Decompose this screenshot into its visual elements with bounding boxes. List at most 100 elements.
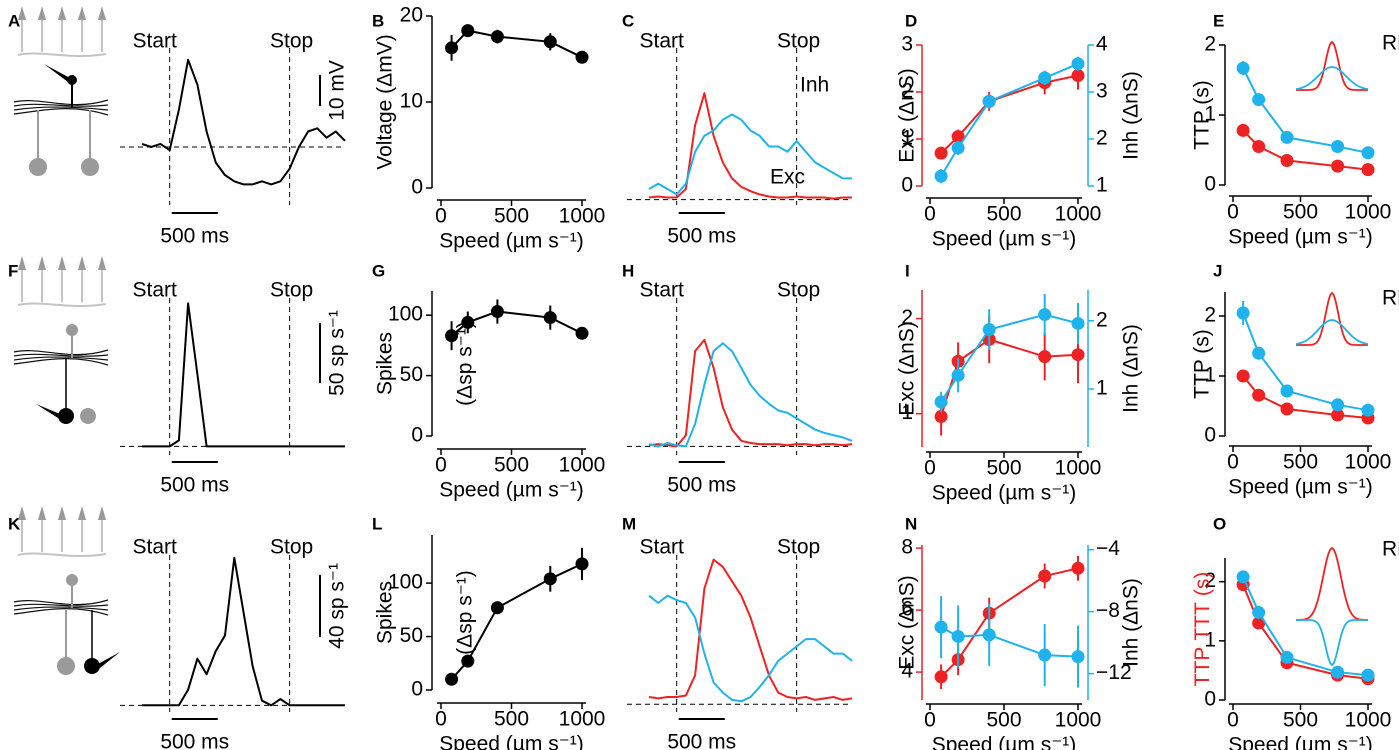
data-point [1038,648,1052,662]
cell-body [81,158,99,176]
x-tick-label: 1000 [1345,201,1392,224]
trace-line [648,558,853,701]
photoreceptor [98,256,106,270]
rf-profile [1296,619,1368,667]
inner-plexiform [13,353,109,357]
data-point [1252,140,1266,153]
data-point [934,410,948,424]
x-tick-label: 0 [1227,201,1239,224]
data-point [1280,650,1294,664]
inner-plexiform [13,603,109,607]
x-tick-label: 1000 [1055,457,1102,480]
rf-profile [1296,40,1368,91]
data-point [1361,403,1375,417]
data-point [461,315,475,329]
panel-letter: F [8,261,18,280]
scale-bar-x-label: 500 ms [160,225,229,248]
data-point [1038,308,1052,322]
x-tick-label: 1000 [1345,451,1392,474]
data-point [1252,605,1266,619]
data-point [1331,398,1345,412]
data-point [951,629,965,643]
data-point [490,30,504,44]
x-axis-label: Speed (µm s⁻¹) [932,734,1077,750]
photoreceptor [38,506,46,520]
y-axis-label: Spikes [374,332,397,395]
marker-label: Stop [777,279,820,302]
data-point [575,557,589,571]
data-point [1331,140,1345,153]
panel-letter: G [372,261,385,280]
trace-line [142,556,345,707]
marker-label: Start [133,279,178,302]
y-tick-label: 100 [388,571,423,594]
y-tick-label: 2 [901,306,913,329]
inner-plexiform [13,358,109,366]
panel-letter: B [372,11,384,30]
y2-tick-label: 2 [1096,308,1108,331]
y2-tick-label: 1 [1096,174,1108,197]
y-axis-unit: (Δsp s⁻¹) [454,321,477,406]
rf-profile [1296,546,1368,621]
rf-profile [1295,66,1369,91]
y-axis-label: Exc (ΔnS) [896,68,919,163]
data-point [1236,61,1250,75]
trace-line [141,58,346,186]
data-point [1236,570,1250,584]
x-tick-label: 500 [494,708,529,731]
inset-label: RF [1382,287,1399,310]
data-point [1361,163,1375,177]
x-tick-label: 500 [1283,201,1318,224]
data-point [934,146,948,160]
x-tick-label: 500 [986,457,1021,480]
y-tick-label: 0 [411,176,423,199]
marker-label: Start [640,279,685,302]
data-point [445,41,459,55]
data-point [951,141,965,155]
x-tick-label: 0 [435,454,447,477]
data-point [982,94,996,108]
outer-plexiform [17,552,107,557]
x-tick-label: 1000 [1055,709,1102,732]
photoreceptor [18,6,26,20]
inset-label: RF [1382,32,1399,55]
data-point [1236,123,1250,137]
x-tick-label: 500 [986,203,1021,226]
y2-tick-label: 1 [1096,377,1108,400]
data-point [1361,668,1375,682]
x-tick-label: 500 [1283,451,1318,474]
y2-axis-label: Inh (ΔnS) [1120,324,1143,413]
y2-tick-label: 3 [1096,80,1108,103]
photoreceptor [58,506,66,520]
x-tick-label: 1000 [559,205,606,228]
y-tick-label: 2 [901,80,913,103]
trace-line [648,92,852,200]
scale-bar-y-label: 40 sp s⁻¹ [326,563,349,649]
retina-diagram [13,6,109,176]
data-point [1252,388,1266,402]
data-point [1280,384,1294,398]
data-point [982,323,996,337]
data-line [1242,67,1369,154]
panel-letter: I [905,261,910,280]
photoreceptor [58,6,66,20]
data-point [1071,57,1085,71]
x-tick-label: 0 [1227,451,1239,474]
x-tick-label: 500 [986,709,1021,732]
y-tick-label: 1 [901,401,913,424]
data-line [1242,584,1369,680]
retina-diagram [13,506,120,675]
x-tick-label: 1000 [1055,203,1102,226]
y-axis-label-part: (s) [1191,572,1214,597]
y2-tick-label: −4 [1096,537,1120,560]
marker-label: Start [133,536,178,559]
series-label: Inh [800,74,829,97]
x-tick-label: 1000 [559,454,606,477]
photoreceptor [78,6,86,20]
photoreceptor [78,256,86,270]
x-axis-label: Speed (µm s⁻¹) [439,479,584,502]
data-point [461,654,475,668]
data-point [543,311,557,325]
y-tick-label: 2 [1204,569,1216,592]
panel-letter: M [622,514,636,533]
